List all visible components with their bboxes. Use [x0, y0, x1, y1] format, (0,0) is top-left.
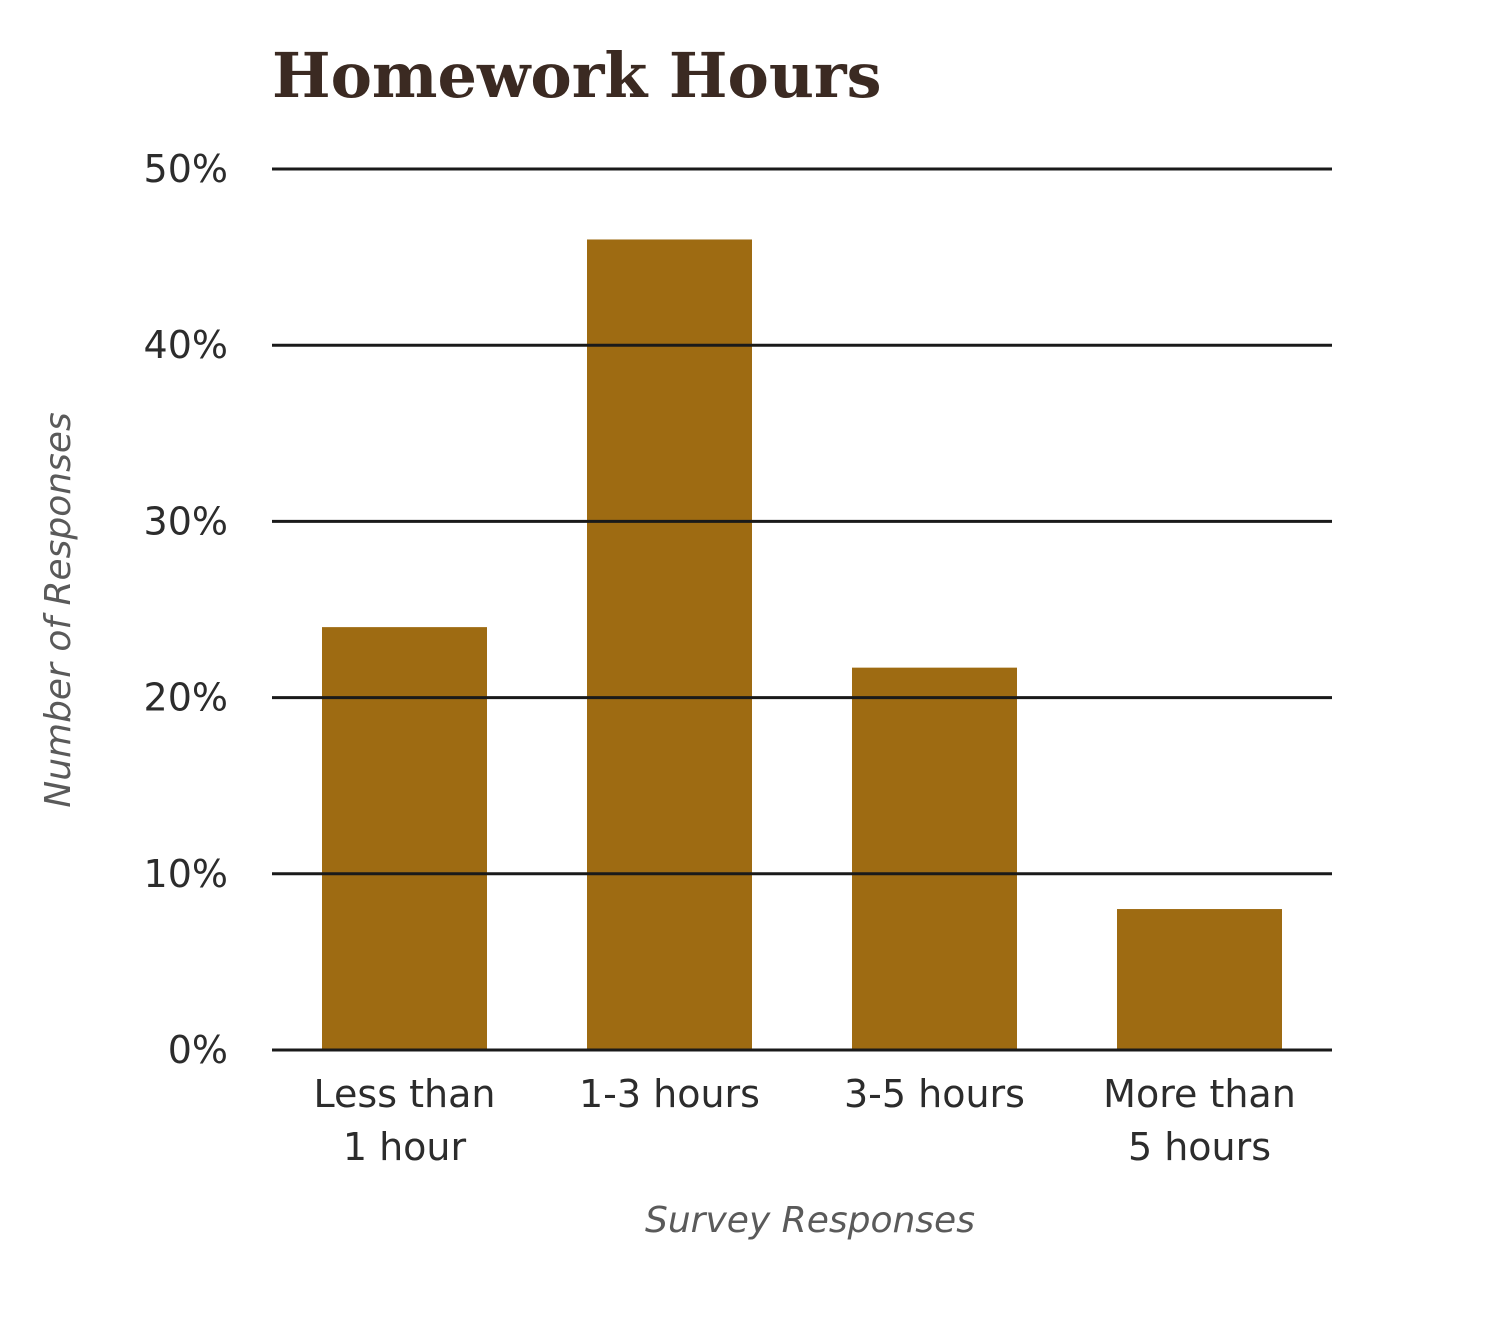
y-tick-label: 30%: [144, 499, 228, 543]
x-tick-label: More than 5 hours: [1103, 1072, 1296, 1169]
y-axis-ticks: 0% 10% 20% 30% 40% 50%: [144, 147, 228, 1072]
x-axis-label: Survey Responses: [645, 1200, 975, 1241]
x-tick-label: 3-5 hours: [844, 1072, 1025, 1116]
bar: [852, 667, 1017, 1050]
bar: [587, 239, 752, 1051]
x-tick-label: Less than 1 hour: [314, 1072, 496, 1169]
bars: [322, 239, 1282, 1051]
y-tick-label: 40%: [144, 323, 228, 367]
chart-title: Homework Hours: [272, 39, 882, 112]
y-tick-label: 0%: [168, 1028, 228, 1072]
bar: [1117, 909, 1282, 1050]
y-axis-label: Number of Responses: [38, 412, 79, 807]
gridlines: [272, 167, 1332, 1052]
x-tick-label: 1-3 hours: [579, 1072, 760, 1116]
y-tick-label: 20%: [144, 676, 228, 720]
bar: [322, 627, 487, 1050]
y-tick-label: 10%: [144, 852, 228, 896]
y-tick-label: 50%: [144, 147, 228, 191]
x-axis-ticks: Less than 1 hour 1-3 hours 3-5 hours More th…: [314, 1072, 1296, 1169]
